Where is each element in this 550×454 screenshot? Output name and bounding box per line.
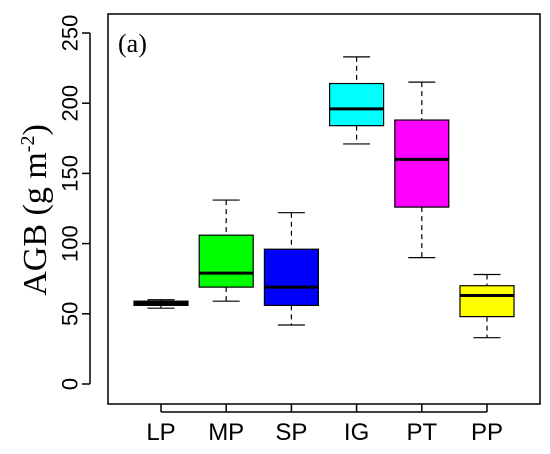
x-axis-tick-labels: LP MP SP IG PT PP <box>146 404 503 446</box>
panel-label: (a) <box>118 29 147 58</box>
box-lp <box>133 299 189 309</box>
box-iqr <box>459 285 515 318</box>
box-iqr <box>198 234 254 288</box>
y-axis-title-main: AGB (g m <box>17 152 54 296</box>
box-pt <box>394 81 450 259</box>
y-axis-title-superscript: -2 <box>17 136 39 153</box>
box-iqr <box>263 248 319 306</box>
y-tick-label: 150 <box>58 155 83 192</box>
y-tick-label: 250 <box>58 15 83 52</box>
box-pp <box>459 273 515 339</box>
y-tick-label: 0 <box>58 378 83 390</box>
y-tick-label: 50 <box>58 302 83 326</box>
plot-frame <box>107 13 541 405</box>
box-iqr <box>394 119 450 208</box>
y-axis-title: AGB (g m-2) <box>17 124 54 296</box>
boxes-group <box>133 56 515 339</box>
x-tick-label: SP <box>275 419 307 446</box>
y-tick-label: 200 <box>58 85 83 122</box>
x-tick-label: PP <box>471 419 503 446</box>
box-mp <box>198 199 254 302</box>
box-iqr <box>329 82 385 127</box>
y-tick-label: 100 <box>58 225 83 262</box>
y-axis-title-close: ) <box>17 124 54 135</box>
x-tick-label: LP <box>146 419 175 446</box>
x-tick-label: MP <box>208 419 244 446</box>
x-tick-label: IG <box>344 419 369 446</box>
x-tick-label: PT <box>406 419 437 446</box>
y-axis-ticks: 0 50 100 150 200 250 <box>58 15 90 390</box>
box-ig <box>329 56 385 145</box>
box-sp <box>263 212 319 326</box>
